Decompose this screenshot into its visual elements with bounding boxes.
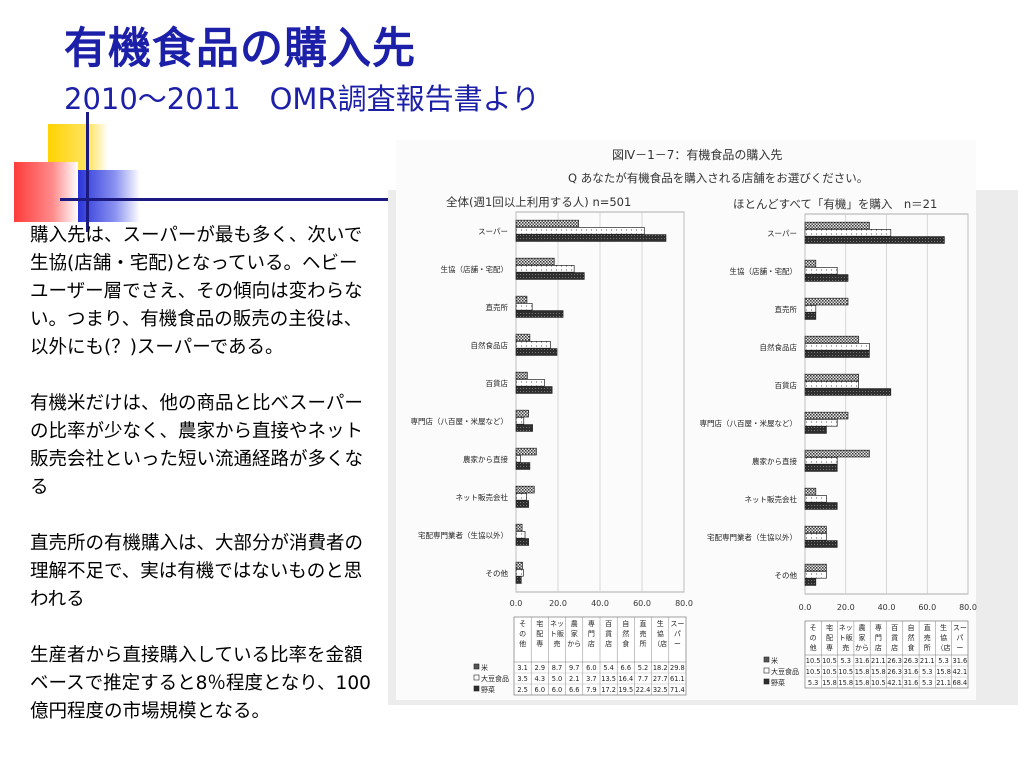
scanned-figure [396,140,976,700]
figure-question: Q あなたが有機食品を購入される店舗をお選びください。 [568,171,869,185]
decor-horizontal-line [60,198,420,201]
body-paragraph: 有機米だけは、他の商品と比べスーパーの比率が少なく、農家から直接やネット販売会社… [30,393,364,498]
slide-subtitle: 2010～2011 OMR調査報告書より [64,82,541,116]
body-paragraph: 生産者から直接購入している比率を金額ベースで推定すると8％程度となり、100億円… [30,645,371,722]
body-paragraph: 直売所の有機購入は、大部分が消費者の理解不足で、実は有機ではないものと思われる [30,533,364,610]
decor-red-square [14,162,78,222]
figure-title: 図Ⅳ－1－7：有機食品の購入先 [612,148,783,162]
panel-title-right: ほとんどすべて「有機」を購入 n＝21 [733,197,938,211]
body-paragraph: 購入先は、スーパーが最も多く、次いで生協(店舗・宅配)となっている。ヘビーユーザ… [30,225,363,358]
body-text: 購入先は、スーパーが最も多く、次いで生協(店舗・宅配)となっている。ヘビーユーザ… [30,222,375,726]
decor-vertical-line [86,112,89,232]
slide-title: 有機食品の購入先 [64,24,416,74]
panel-title-left: 全体(週1回以上利用する人) n=501 [446,195,632,209]
